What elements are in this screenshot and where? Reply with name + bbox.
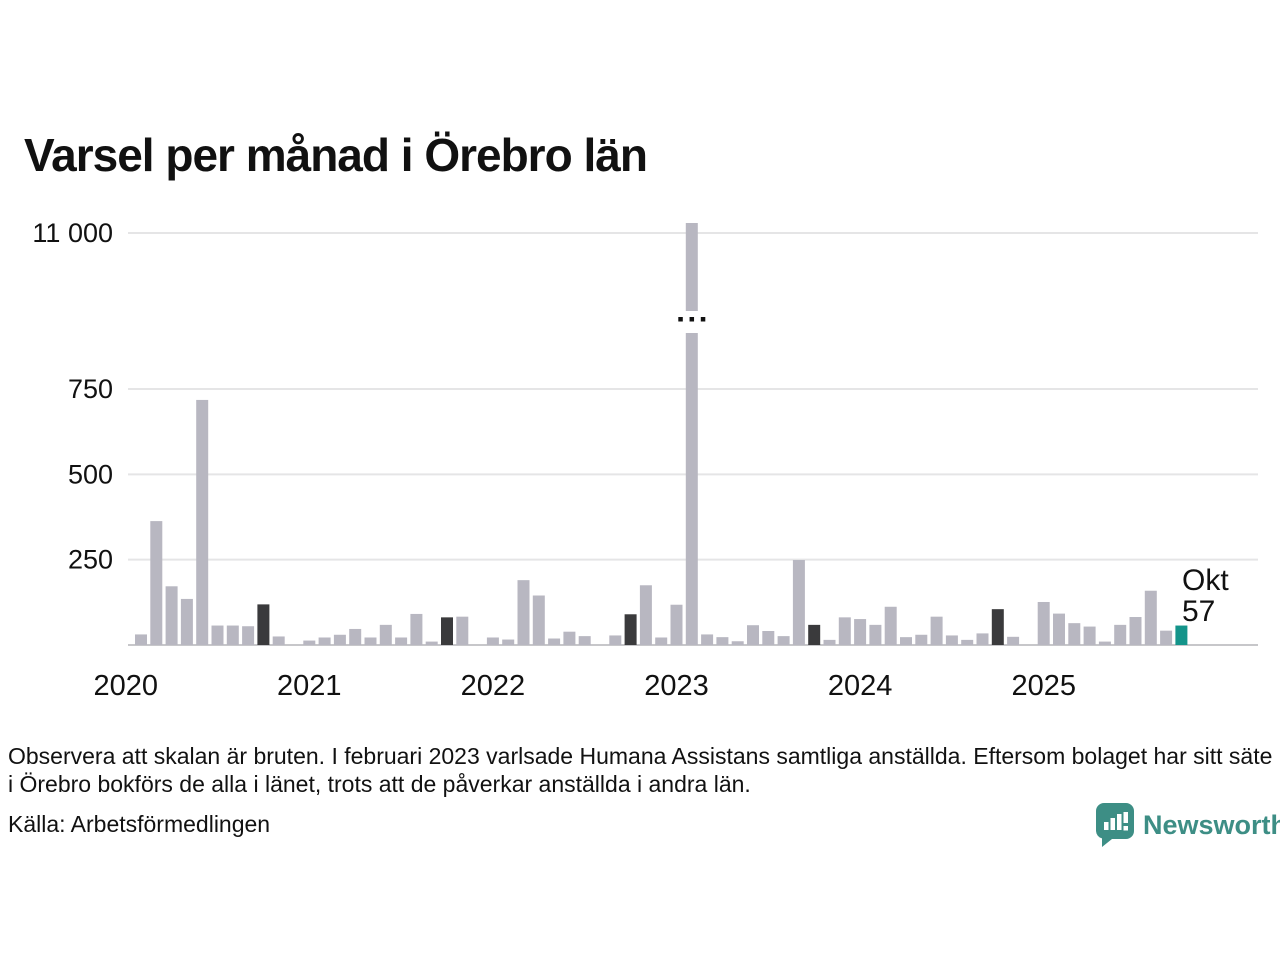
newsworthy-logo-text: Newsworthy [1143,809,1280,840]
bar [563,631,576,645]
bar [180,598,193,645]
bar [1144,590,1157,645]
annotation-value-label: 57 [1182,595,1215,628]
bar [379,624,392,645]
bar [410,613,423,645]
chart-footnote: Observera att skalan är bruten. I februa… [8,743,1273,797]
bar [1114,624,1127,645]
bar [701,634,714,645]
bar [716,637,729,645]
axis-break-dot [700,317,706,322]
bar-broken-lower [685,333,698,645]
bar [762,631,775,645]
bar [1160,630,1173,645]
bar [196,399,209,645]
bar [441,617,453,645]
x-axis-year-label: 2023 [644,670,709,702]
bar [900,637,912,645]
bar [349,628,362,645]
bar [318,637,331,645]
bar [915,634,928,645]
bar [1053,613,1065,645]
x-axis-year-label: 2024 [828,670,893,702]
bar [655,637,668,645]
bar [395,637,408,645]
bar [884,606,897,645]
bar [670,604,683,645]
y-axis-tick-label: 250 [68,545,113,575]
bar [930,616,943,645]
bar [333,634,346,645]
bar [165,586,178,645]
annotation-month-label: Okt [1182,564,1229,597]
bar [578,636,591,645]
bar [1037,601,1050,645]
bar [1098,641,1111,645]
bar [1007,636,1020,645]
bar [364,637,377,645]
bar [838,617,851,645]
axis-break-dot [689,317,695,322]
bar [425,641,438,645]
bar [1083,626,1096,645]
x-axis-year-label: 2021 [277,670,342,702]
bar [731,641,744,645]
bar [961,639,974,645]
bar [532,595,545,645]
bar-broken-upper [685,223,698,311]
y-axis-tick-label: 11 000 [32,218,113,248]
y-axis-tick-label: 750 [68,374,113,404]
bar [303,640,316,645]
bar [808,624,821,645]
bar [823,639,836,645]
bar [135,634,147,645]
bar [211,625,224,645]
bar [976,633,989,645]
bar [272,636,285,645]
bar [609,635,622,645]
bar [747,625,759,645]
bar [517,580,530,645]
bar [869,624,882,645]
source-text: Källa: Arbetsförmedlingen [8,811,271,837]
bar [150,521,163,645]
y-axis-tick-label: 500 [68,459,113,489]
bar [991,609,1004,645]
bar [456,616,469,645]
newsworthy-logo-icon [1096,803,1134,847]
newsworthy-logo[interactable]: Newsworthy [1096,803,1280,847]
bar [226,625,239,645]
bar [502,639,515,645]
bar [777,636,790,645]
bar [639,585,652,645]
bar [854,619,867,645]
page-title: Varsel per månad i Örebro län [24,129,648,181]
bar [1068,623,1081,645]
bar [242,626,255,645]
bar [257,604,270,645]
x-axis-year-label: 2025 [1011,670,1076,702]
bar [945,635,958,645]
bar [486,637,499,645]
bar [792,560,805,645]
x-axis-year-label: 2022 [461,670,526,702]
bar [548,638,561,645]
bar [1129,617,1142,645]
axis-break-dot [678,317,683,322]
x-axis-year-label: 2020 [93,670,158,702]
bar [624,614,637,645]
bar [1175,625,1188,645]
